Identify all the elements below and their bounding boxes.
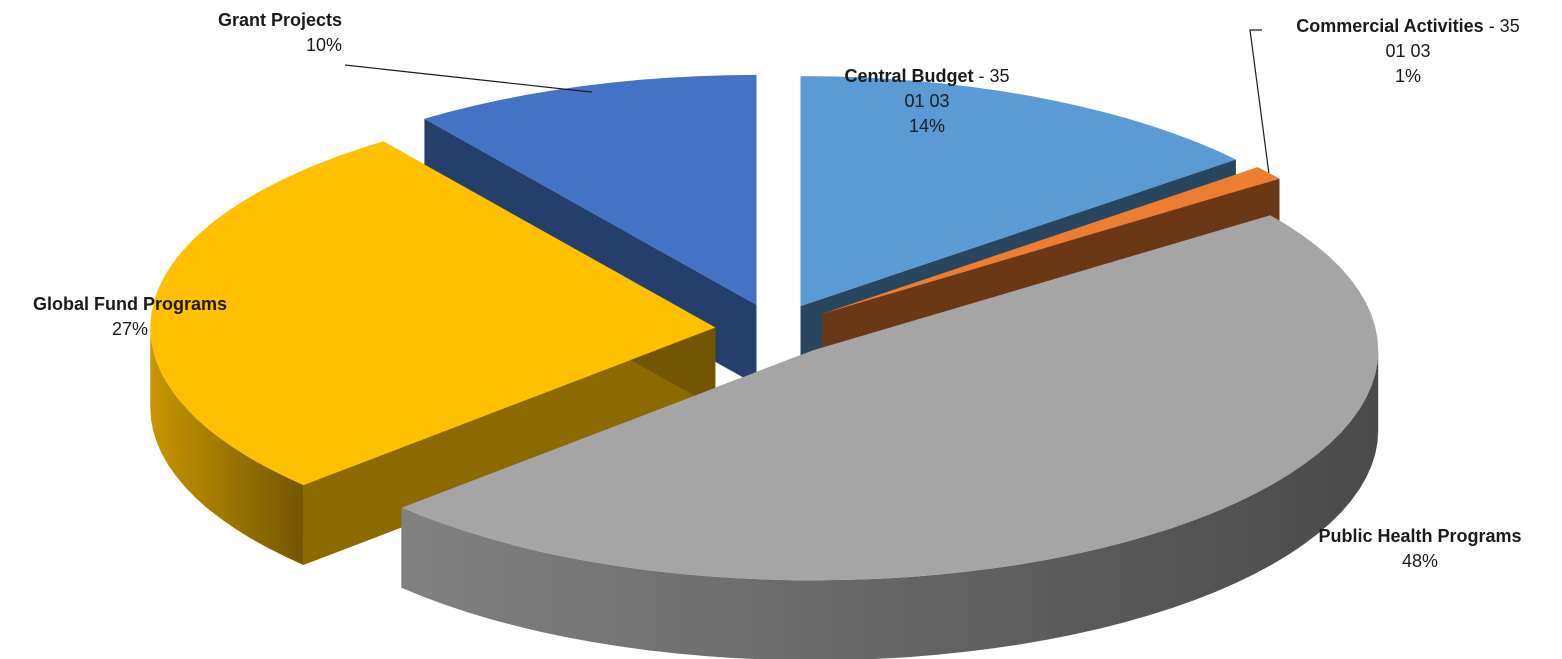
leader-line-commercial-activities	[1249, 29, 1270, 173]
label-percent: 1%	[1394, 66, 1421, 86]
label-suffix: - 35	[973, 66, 1010, 86]
pie-slice-global-fund-programs	[150, 141, 716, 565]
label-suffix: - 35	[1483, 16, 1520, 36]
leader-line-grant-projects	[344, 64, 592, 93]
data-label-commercial-activities: Commercial Activities - 35 01 03 1%	[1258, 14, 1558, 89]
slice-top-face	[150, 141, 716, 485]
label-line2: 01 03	[1385, 41, 1431, 61]
slice-top-face	[822, 167, 1280, 314]
data-label-central-budget: Central Budget - 35 01 03 14%	[812, 64, 1042, 139]
slice-top-face	[800, 76, 1236, 307]
label-percent: 10%	[305, 35, 342, 55]
label-name: Commercial Activities	[1296, 16, 1484, 36]
label-percent: 48%	[1401, 551, 1439, 571]
label-name: Public Health Programs	[1318, 526, 1522, 546]
label-name: Global Fund Programs	[32, 294, 228, 314]
data-label-global-fund-programs: Global Fund Programs 27%	[5, 292, 255, 342]
pie-slice-public-health-programs	[401, 215, 1379, 659]
data-label-public-health-programs: Public Health Programs 48%	[1285, 524, 1555, 574]
label-name: Central Budget	[844, 66, 974, 86]
label-line2: 01 03	[904, 91, 950, 111]
label-percent: 14%	[908, 116, 946, 136]
slice-top-face	[424, 74, 757, 305]
data-label-grant-projects: Grant Projects 10%	[180, 8, 342, 58]
slice-side-wall	[303, 327, 716, 565]
slice-top-face	[401, 215, 1379, 581]
label-name: Grant Projects	[217, 10, 342, 30]
slice-outer-wall	[401, 350, 1379, 659]
label-percent: 27%	[111, 319, 149, 339]
slice-outer-wall	[150, 327, 304, 565]
